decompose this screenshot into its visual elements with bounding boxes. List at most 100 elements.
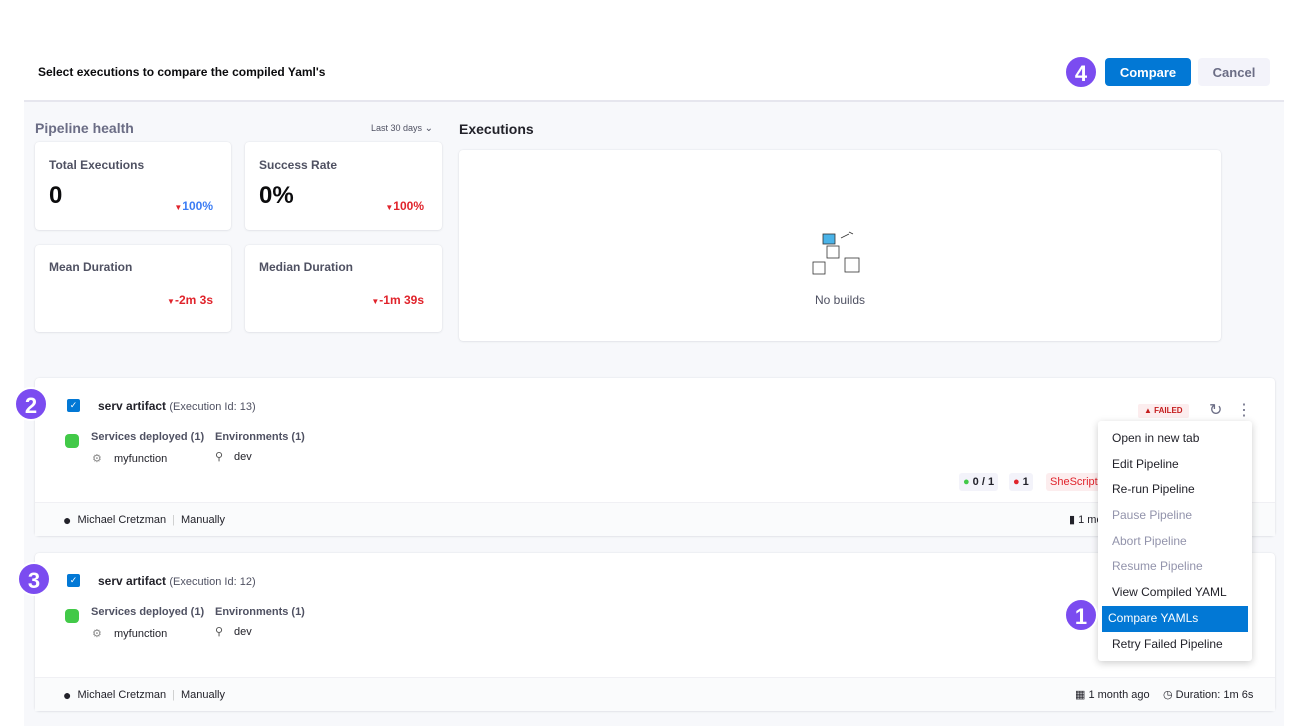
date-range-dropdown[interactable]: Last 30 days ⌄	[371, 123, 433, 134]
user-avatar-icon: ●	[63, 511, 72, 528]
pipeline-health-title: Pipeline health	[35, 120, 134, 136]
executions-panel	[459, 150, 1221, 341]
stat-delta: ▼-1m 39s	[371, 293, 424, 307]
stat-value: 0	[49, 182, 63, 209]
stat-label: Total Executions	[49, 158, 145, 172]
stat-median-duration: Median Duration ▼-1m 39s	[245, 245, 442, 332]
failed-stage: SheScript	[1046, 473, 1102, 491]
down-arrow-icon: ▼	[167, 297, 175, 306]
down-arrow-icon: ▼	[385, 203, 394, 212]
stat-value: 0%	[259, 182, 294, 209]
date-range-label: Last 30 days	[371, 123, 423, 133]
environment-icon: ⚲	[215, 451, 224, 463]
user-name: Michael Cretzman	[77, 688, 167, 701]
execution-id: (Execution Id: 12)	[169, 576, 256, 588]
select-checkbox[interactable]: ✓	[67, 574, 80, 587]
services-label: Services deployed (1)	[91, 606, 205, 618]
menu-item-abort-pipeline: Abort Pipeline	[1112, 533, 1187, 548]
menu-item-compare-yamls[interactable]: Compare YAMLs	[1102, 605, 1248, 632]
success-count: ● 0 / 1	[959, 473, 999, 491]
services-label: Services deployed (1)	[91, 431, 205, 443]
menu-item-view-compiled-yaml[interactable]: View Compiled YAML	[1112, 585, 1227, 600]
card-footer: ● Michael Cretzman | Manually ▦ 1 month …	[35, 677, 1275, 711]
environments-label: Environments (1)	[215, 431, 305, 443]
compare-button[interactable]: Compare	[1105, 58, 1191, 86]
success-text: 0 / 1	[972, 476, 995, 488]
menu-item-retry-failed-pipeline[interactable]: Retry Failed Pipeline	[1112, 636, 1223, 651]
menu-item-re-run-pipeline[interactable]: Re-run Pipeline	[1112, 482, 1195, 497]
environments-label: Environments (1)	[215, 606, 305, 618]
chevron-down-icon: ⌄	[424, 123, 433, 134]
divider: |	[172, 513, 175, 526]
time-text: 1 month ago	[1088, 689, 1150, 701]
menu-item-open-in-new-tab[interactable]: Open in new tab	[1112, 431, 1200, 445]
stat-label: Mean Duration	[49, 260, 133, 274]
stat-label: Success Rate	[259, 158, 338, 172]
step-badge-4: 4	[1064, 55, 1098, 89]
menu-item-pause-pipeline: Pause Pipeline	[1112, 508, 1193, 523]
service-deploy-icon	[65, 609, 79, 623]
time-ago: ▦ 1 month ago	[1075, 688, 1150, 701]
delta-value: 100%	[182, 199, 213, 213]
no-builds-text: No builds	[814, 293, 866, 307]
status-badge: ▲ FAILED	[1138, 404, 1189, 418]
service-name: myfunction	[114, 453, 168, 465]
failed-count: ● 1	[1009, 473, 1033, 491]
down-arrow-icon: ▼	[174, 203, 183, 212]
gear-icon: ⚙	[92, 453, 102, 465]
environment-name: dev	[234, 451, 252, 463]
environment-name: dev	[234, 626, 252, 638]
divider: |	[172, 688, 175, 701]
time-text: 1 mo	[1078, 514, 1103, 526]
service-name: myfunction	[114, 628, 168, 640]
clock-icon: ◷	[1163, 689, 1173, 701]
delta-value: -2m 3s	[174, 293, 213, 307]
duration-text: Duration: 1m 6s	[1175, 689, 1254, 701]
delta-value: -1m 39s	[379, 293, 424, 307]
step-badge-2: 2	[14, 387, 48, 421]
user-name: Michael Cretzman	[77, 513, 167, 526]
duration: ◷ Duration: 1m 6s	[1163, 688, 1253, 701]
calendar-icon: ▦	[1075, 689, 1086, 701]
context-menu: Open in new tab Edit Pipeline Re-run Pipel…	[1098, 421, 1252, 661]
service-deploy-icon	[65, 434, 79, 448]
delta-value: 100%	[393, 199, 424, 213]
step-badge-1: 1	[1064, 598, 1098, 632]
more-options-icon[interactable]: ⋮	[1236, 402, 1252, 419]
stat-total-executions: Total Executions 0 ▼100%	[35, 142, 231, 230]
empty-builds-illustration	[812, 231, 860, 275]
select-checkbox[interactable]: ✓	[67, 399, 80, 412]
menu-item-edit-pipeline[interactable]: Edit Pipeline	[1112, 456, 1179, 471]
stat-mean-duration: Mean Duration ▼-2m 3s	[35, 245, 231, 332]
execution-id: (Execution Id: 13)	[169, 401, 256, 413]
calendar-icon: ▮	[1069, 514, 1076, 526]
stat-success-rate: Success Rate 0% ▼100%	[245, 142, 442, 230]
trigger-type: Manually	[180, 513, 225, 526]
execution-card[interactable]: ✓ serv artifact (Execution Id: 13) Servi…	[35, 378, 1275, 536]
stat-delta: ▼100%	[385, 199, 424, 213]
page-title: Select executions to compare the compile…	[38, 65, 326, 79]
refresh-icon[interactable]: ↻	[1209, 402, 1223, 419]
stat-delta: ▼100%	[174, 199, 213, 213]
failed-text: 1	[1022, 476, 1029, 488]
execution-card[interactable]: ✓ serv artifact (Execution Id: 12) Servi…	[35, 553, 1275, 711]
down-arrow-icon: ▼	[371, 297, 380, 306]
stat-delta: ▼-2m 3s	[167, 293, 213, 307]
trigger-type: Manually	[180, 688, 225, 701]
execution-name: serv artifact (Execution Id: 13)	[98, 399, 256, 413]
environment-icon: ⚲	[215, 626, 224, 638]
status-text: FAILED	[1154, 406, 1183, 415]
header	[0, 0, 1296, 100]
check-circle-icon: ●	[963, 476, 970, 488]
error-circle-icon: ●	[1013, 476, 1020, 488]
step-badge-3: 3	[17, 562, 51, 596]
menu-item-resume-pipeline: Resume Pipeline	[1112, 559, 1203, 574]
cancel-button[interactable]: Cancel	[1198, 58, 1270, 86]
executions-title: Executions	[459, 121, 534, 137]
execution-name: serv artifact (Execution Id: 12)	[98, 574, 256, 588]
gear-icon: ⚙	[92, 628, 102, 640]
user-avatar-icon: ●	[63, 686, 72, 703]
card-footer: ● Michael Cretzman | Manually ▮ 1 mo	[35, 502, 1275, 536]
stat-label: Median Duration	[259, 260, 354, 274]
time-ago: ▮ 1 mo	[1069, 513, 1103, 526]
